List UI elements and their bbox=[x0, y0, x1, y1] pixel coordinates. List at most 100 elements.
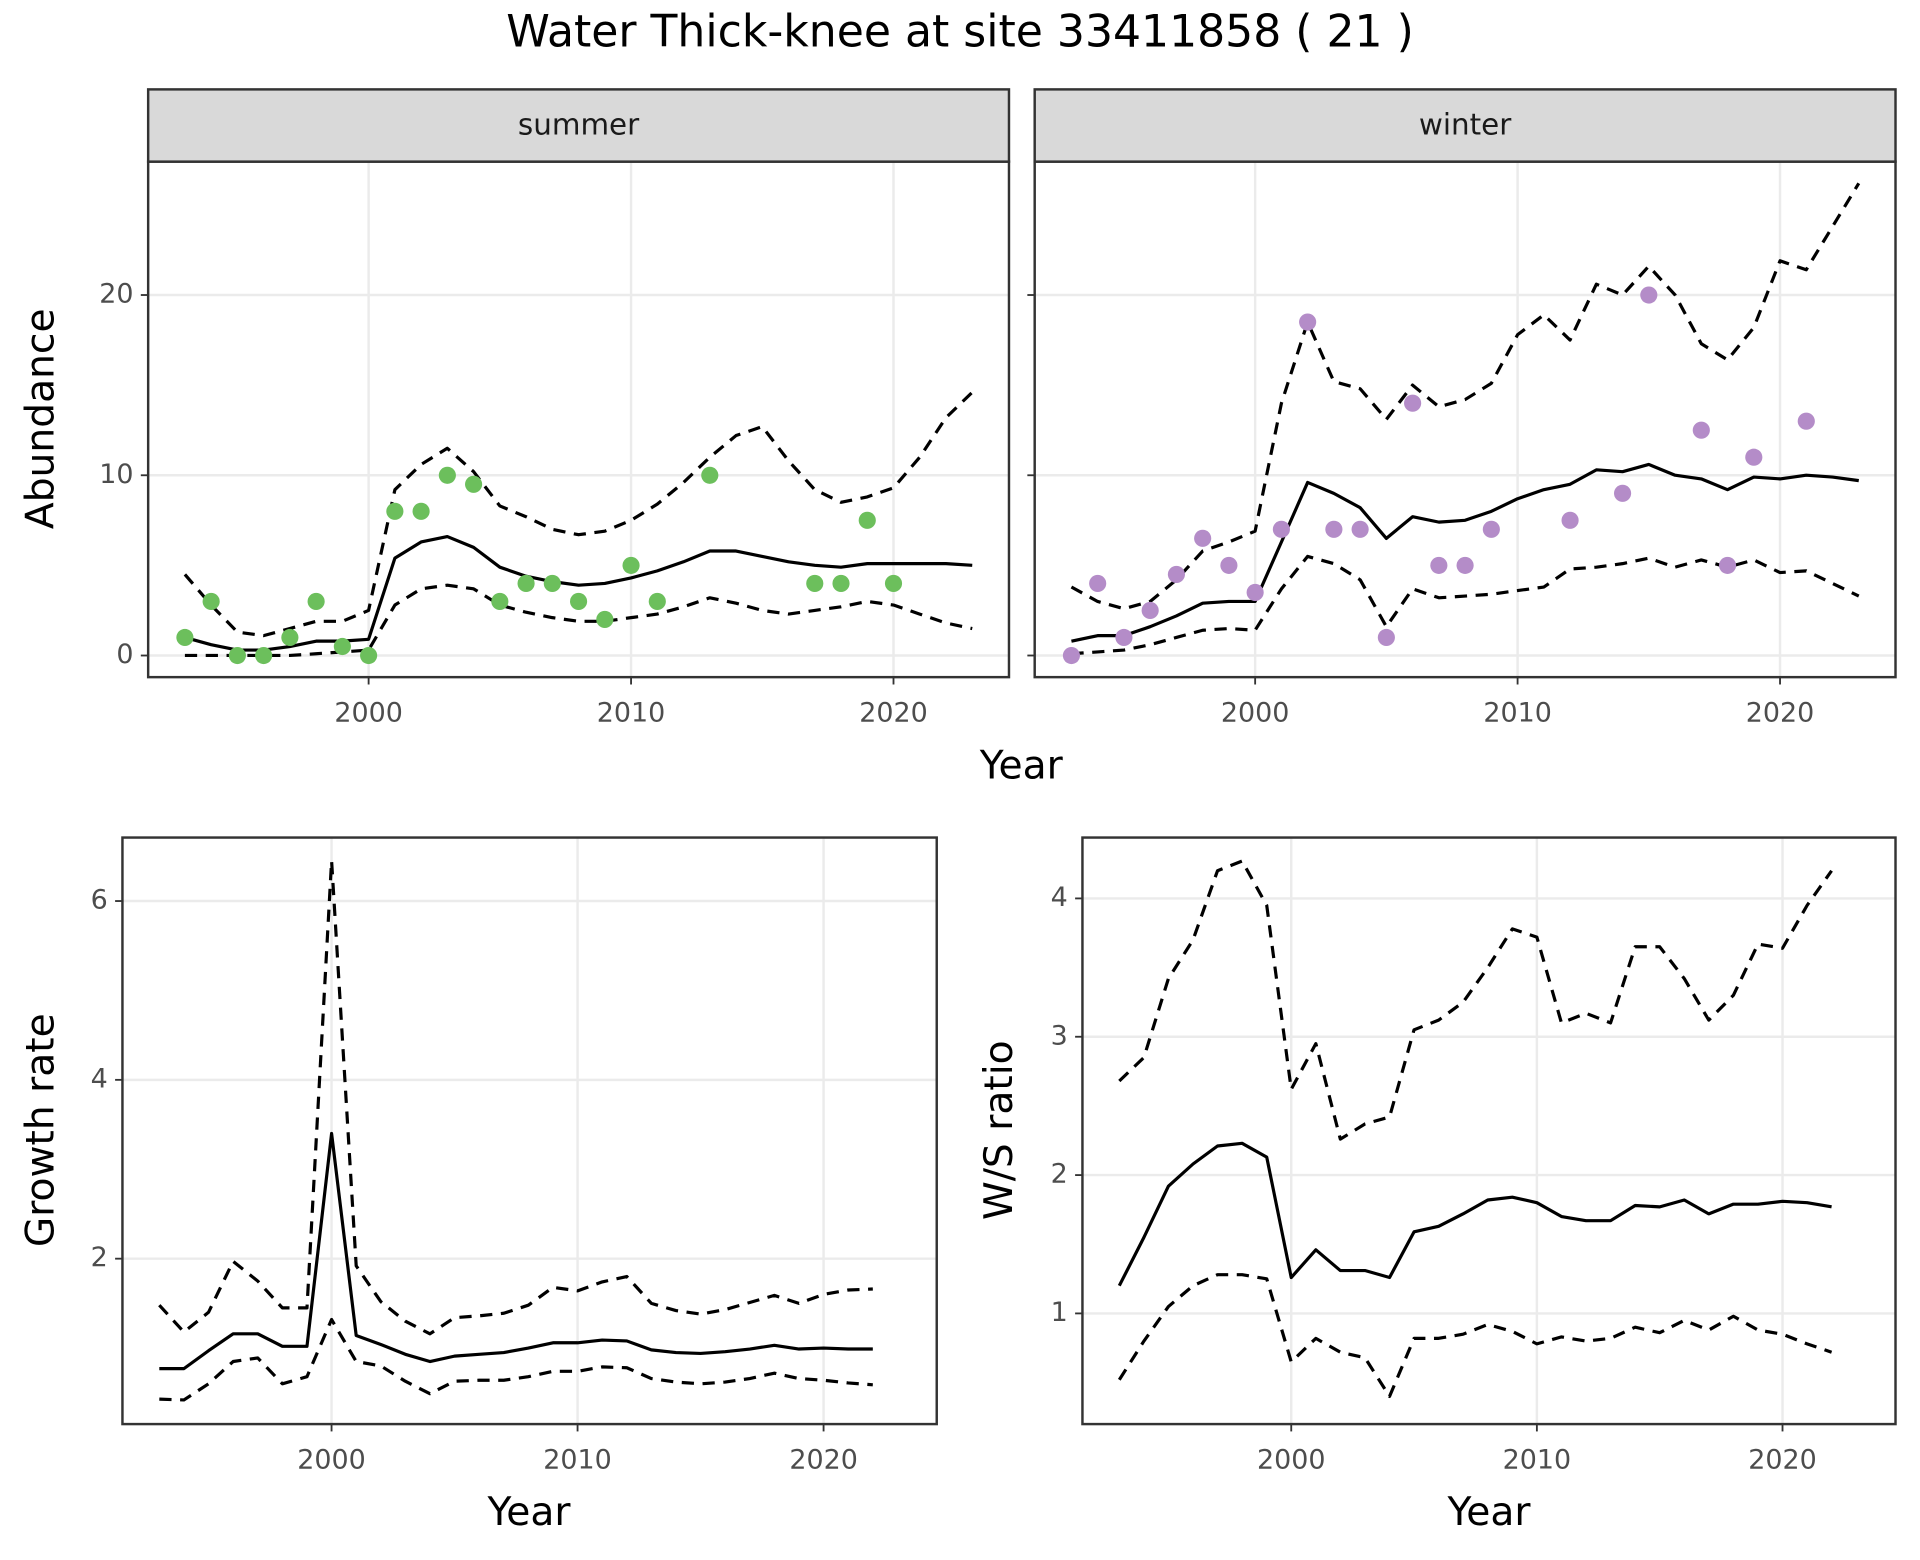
x-tick-label: 2000 bbox=[1257, 1444, 1326, 1475]
y-tick-label: 1 bbox=[1051, 1297, 1068, 1328]
y-tick-label: 2 bbox=[91, 1242, 108, 1273]
data-point bbox=[1430, 556, 1448, 574]
x-tick-label: 2000 bbox=[297, 1444, 366, 1475]
x-tick-label: 2020 bbox=[789, 1444, 858, 1475]
data-point bbox=[543, 574, 561, 592]
x-tick-label: 2000 bbox=[334, 697, 403, 728]
mean-line bbox=[159, 1131, 873, 1371]
x-axis-label: Year bbox=[1447, 1490, 1532, 1535]
y-axis-label: Growth rate bbox=[18, 1013, 63, 1247]
facet-strip bbox=[146, 88, 1011, 163]
data-point bbox=[1194, 529, 1212, 547]
data-point bbox=[806, 574, 824, 592]
data-point bbox=[596, 610, 614, 629]
plot-panel bbox=[1034, 161, 1896, 678]
data-point bbox=[386, 502, 404, 520]
data-point bbox=[1718, 556, 1737, 574]
x-tick-label: 2000 bbox=[1221, 697, 1290, 728]
data-point bbox=[438, 466, 456, 484]
interval-line bbox=[1071, 554, 1860, 656]
data-point bbox=[1062, 646, 1081, 665]
data-point bbox=[1141, 601, 1159, 620]
data-point bbox=[202, 592, 220, 611]
interval-line bbox=[1118, 859, 1833, 1141]
x-tick-label: 2020 bbox=[1748, 1444, 1817, 1475]
data-point bbox=[360, 646, 378, 665]
data-point bbox=[491, 592, 509, 611]
facet-strip bbox=[1033, 88, 1897, 163]
y-tick-label: 4 bbox=[1051, 882, 1068, 913]
x-tick-label: 2010 bbox=[597, 697, 666, 728]
interval-line bbox=[159, 1317, 873, 1402]
data-point bbox=[1745, 448, 1763, 466]
y-tick-label: 3 bbox=[1051, 1020, 1068, 1051]
panel-border bbox=[121, 836, 938, 1426]
x-tick-label: 2010 bbox=[543, 1444, 612, 1475]
data-point bbox=[307, 592, 325, 611]
x-tick-label: 2020 bbox=[1746, 697, 1815, 728]
facet-label: summer bbox=[518, 108, 640, 142]
data-point bbox=[1220, 556, 1238, 574]
data-point bbox=[1404, 394, 1422, 412]
plot-panel bbox=[148, 161, 1009, 678]
data-point bbox=[1692, 421, 1710, 439]
data-point bbox=[1482, 520, 1500, 538]
y-tick-label: 10 bbox=[99, 459, 133, 490]
data-point bbox=[1561, 511, 1579, 529]
data-point bbox=[832, 574, 850, 592]
y-tick-label: 6 bbox=[91, 885, 108, 916]
y-tick-label: 2 bbox=[1051, 1159, 1068, 1190]
data-point bbox=[1640, 286, 1658, 304]
data-point bbox=[1325, 520, 1343, 538]
interval-line bbox=[184, 583, 973, 658]
x-tick-label: 2010 bbox=[1483, 697, 1552, 728]
interval-line bbox=[1117, 1273, 1833, 1399]
data-point bbox=[1167, 565, 1185, 583]
x-tick-label: 2020 bbox=[859, 697, 928, 728]
data-point bbox=[701, 466, 719, 484]
data-point bbox=[517, 574, 535, 592]
figure-title: Water Thick-knee at site 33411858 ( 21 ) bbox=[506, 6, 1414, 57]
mean-line bbox=[1071, 462, 1859, 643]
data-point bbox=[333, 637, 351, 656]
data-point bbox=[1299, 313, 1317, 331]
data-point bbox=[1613, 484, 1632, 502]
data-point bbox=[622, 556, 640, 574]
plot-panel bbox=[122, 837, 937, 1425]
data-point bbox=[1456, 556, 1474, 574]
data-point bbox=[884, 574, 903, 592]
y-axis-label: Abundance bbox=[18, 308, 63, 529]
facet-label: winter bbox=[1419, 108, 1512, 142]
mean-line bbox=[1117, 1141, 1832, 1287]
data-point bbox=[858, 511, 876, 529]
x-axis-label: Year bbox=[487, 1490, 572, 1535]
y-tick-label: 20 bbox=[99, 279, 133, 310]
panel-border bbox=[1081, 836, 1897, 1426]
data-point bbox=[176, 628, 194, 647]
interval-line bbox=[183, 391, 974, 638]
data-point bbox=[1272, 520, 1290, 538]
data-point bbox=[1115, 628, 1133, 647]
plot-panel bbox=[1082, 837, 1896, 1425]
x-tick-label: 2010 bbox=[1503, 1444, 1572, 1475]
interval-line bbox=[158, 859, 873, 1336]
interval-line bbox=[1070, 182, 1861, 611]
data-point bbox=[570, 592, 588, 611]
y-axis-label: W/S ratio bbox=[977, 1040, 1022, 1220]
data-point bbox=[465, 475, 483, 493]
data-point bbox=[1351, 520, 1369, 538]
data-point bbox=[1089, 574, 1107, 592]
data-point bbox=[228, 646, 246, 665]
data-point bbox=[1377, 628, 1395, 647]
data-point bbox=[1797, 412, 1815, 430]
x-axis-label: Year bbox=[979, 743, 1064, 788]
y-tick-label: 0 bbox=[116, 639, 133, 670]
data-point bbox=[281, 628, 299, 647]
data-point bbox=[648, 592, 666, 611]
y-tick-label: 4 bbox=[91, 1063, 108, 1094]
data-point bbox=[255, 646, 273, 665]
mean-line bbox=[184, 534, 973, 652]
data-point bbox=[412, 502, 430, 520]
